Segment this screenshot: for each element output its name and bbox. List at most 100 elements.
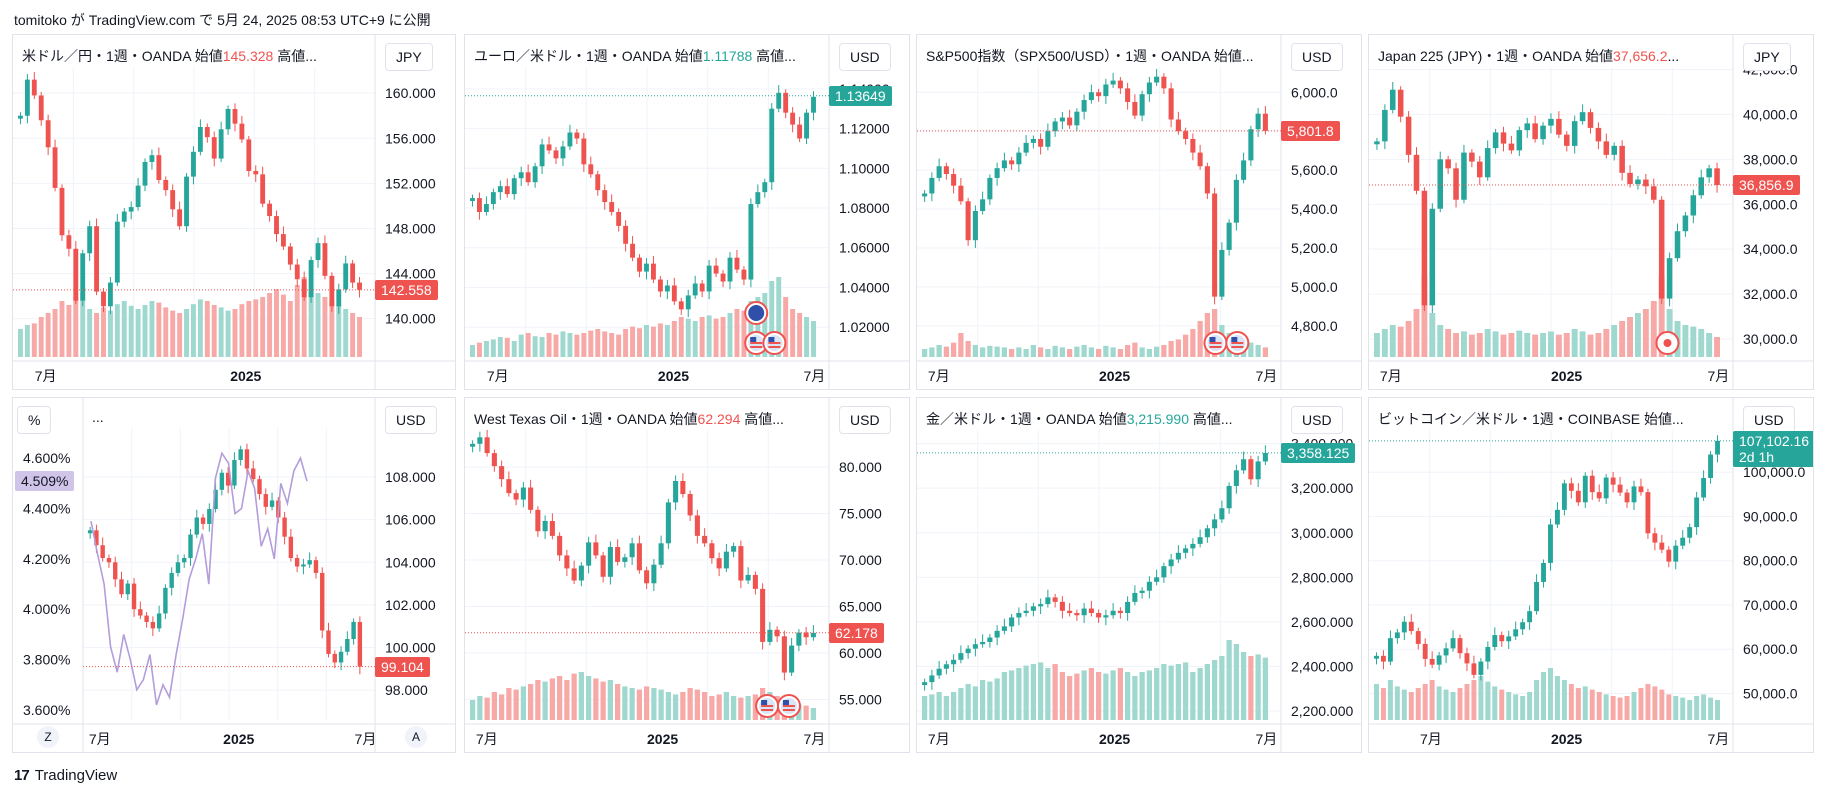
zoom-button[interactable]: Z bbox=[37, 726, 59, 748]
volume-bar bbox=[1389, 325, 1396, 357]
candle-body bbox=[1461, 152, 1467, 200]
currency-selector[interactable]: USD bbox=[839, 43, 891, 71]
candle-body bbox=[731, 546, 737, 552]
chart-svg: 42,000.040,000.038,000.036,000.034,000.0… bbox=[1369, 35, 1813, 389]
volume-bar bbox=[1030, 664, 1036, 720]
volume-bar bbox=[1401, 689, 1407, 720]
us-event-icon[interactable] bbox=[755, 694, 780, 718]
panel-title[interactable]: ユーロ／米ドル・1週・OANDA 始値1.11788 高値... bbox=[471, 45, 799, 67]
candle-body bbox=[1052, 121, 1058, 132]
y-tick-label: 1.04000 bbox=[839, 279, 890, 295]
us-event-icon[interactable] bbox=[744, 331, 769, 355]
volume-bar bbox=[1096, 672, 1102, 720]
volume-bar bbox=[1154, 668, 1160, 720]
volume-bar bbox=[308, 289, 314, 357]
candle-body bbox=[280, 234, 286, 247]
currency-selector[interactable]: JPY bbox=[385, 43, 433, 71]
panel-title[interactable]: West Texas Oil・1週・OANDA 始値62.294 高値... bbox=[471, 408, 787, 430]
candle-body bbox=[951, 174, 957, 186]
volume-bar bbox=[142, 305, 148, 357]
volume-bar bbox=[1161, 664, 1167, 720]
volume-bar bbox=[1204, 664, 1210, 720]
auto-scale-button[interactable]: A bbox=[405, 726, 427, 748]
chart-panel-2[interactable]: 1.140001.120001.100001.080001.060001.040… bbox=[464, 34, 910, 390]
chart-panel-8[interactable]: 100,000.0 90,000.0 80,000.0 70,000.0 60,000.… bbox=[1368, 397, 1814, 753]
candle-body bbox=[301, 564, 306, 567]
volume-bar bbox=[1088, 668, 1094, 720]
volume-bar bbox=[658, 689, 664, 720]
volume-bar bbox=[329, 301, 335, 357]
jp-event-icon[interactable] bbox=[1655, 331, 1680, 355]
volume-bar bbox=[1146, 670, 1152, 720]
chart-panel-5[interactable]: 108.000 106.000 104.000 102.000 100.000 98.00… bbox=[12, 397, 456, 753]
chart-panel-3[interactable]: 6,000.05,800.05,600.05,400.05,200.05,000… bbox=[916, 34, 1362, 390]
eu-event-icon[interactable] bbox=[744, 301, 769, 325]
chart-panel-1[interactable]: 160.000 156.000 152.000 148.000 144.000 140.0… bbox=[12, 34, 456, 390]
chart-panel-6[interactable]: 80.000 75.000 70.000 65.000 60.000 55.000 7月 20… bbox=[464, 397, 910, 753]
volume-bar bbox=[1190, 329, 1196, 357]
volume-bar bbox=[665, 692, 671, 720]
volume-bar bbox=[567, 333, 573, 357]
chart-panel-4[interactable]: 42,000.040,000.038,000.036,000.034,000.0… bbox=[1368, 34, 1814, 390]
currency-selector[interactable]: USD bbox=[1743, 406, 1795, 434]
left-unit-selector[interactable]: % bbox=[17, 406, 52, 434]
candle-body bbox=[1016, 152, 1022, 165]
volume-bar bbox=[1394, 686, 1400, 720]
currency-selector[interactable]: USD bbox=[1291, 406, 1343, 434]
panel-title[interactable]: 米ドル／円・1週・OANDA 始値145.328 高値... bbox=[19, 45, 320, 67]
volume-bar bbox=[1197, 668, 1203, 720]
volume-bar bbox=[1139, 347, 1145, 357]
candle-body bbox=[1682, 215, 1689, 232]
volume-bar bbox=[1508, 333, 1515, 357]
candle-body bbox=[1484, 148, 1491, 178]
volume-bar bbox=[1645, 684, 1651, 720]
candle-body bbox=[1568, 483, 1574, 491]
candle-body bbox=[1422, 643, 1428, 659]
us-event-icon[interactable] bbox=[1225, 331, 1250, 355]
panel-title[interactable]: ビットコイン／米ドル・1週・COINBASE 始値... bbox=[1375, 408, 1687, 430]
panel-title[interactable]: Japan 225 (JPY)・1週・OANDA 始値37,656.2... bbox=[1375, 45, 1683, 67]
candle-body bbox=[734, 257, 740, 270]
candle-body bbox=[1117, 610, 1123, 614]
x-tick-label: 2025 bbox=[223, 731, 254, 747]
candle-body bbox=[1596, 492, 1602, 499]
volume-bar bbox=[294, 285, 300, 357]
us-event-icon[interactable] bbox=[776, 694, 801, 718]
y-tick-label: 3,000.000 bbox=[1291, 525, 1353, 541]
volume-bar bbox=[513, 689, 519, 720]
volume-bar bbox=[1139, 672, 1145, 720]
candle-body bbox=[1001, 626, 1007, 631]
last-price-badge: 1.13649 bbox=[829, 85, 892, 106]
volume-bar bbox=[1226, 640, 1232, 720]
candle-body bbox=[149, 155, 155, 162]
candle-body bbox=[332, 653, 337, 663]
candle-body bbox=[232, 108, 238, 124]
candle-body bbox=[980, 199, 986, 211]
currency-selector[interactable]: USD bbox=[839, 406, 891, 434]
candle-body bbox=[213, 489, 218, 509]
candle-body bbox=[542, 520, 548, 532]
candle-body bbox=[1516, 130, 1523, 151]
volume-bar bbox=[1117, 349, 1123, 357]
candle-body bbox=[1038, 604, 1044, 607]
currency-selector[interactable]: JPY bbox=[1743, 43, 1791, 71]
volume-bar bbox=[1096, 349, 1102, 357]
us-event-icon[interactable] bbox=[1203, 331, 1228, 355]
volume-bar bbox=[357, 317, 362, 357]
volume-bar bbox=[680, 692, 686, 720]
panel-title[interactable]: 金／米ドル・1週・OANDA 始値3,215.990 高値... bbox=[923, 408, 1236, 430]
candle-body bbox=[218, 129, 224, 159]
candle-body bbox=[1469, 152, 1475, 162]
volume-bar bbox=[607, 680, 613, 720]
y-tick-label: 160.000 bbox=[385, 85, 436, 101]
panel-title[interactable]: ... bbox=[89, 408, 107, 426]
currency-selector[interactable]: USD bbox=[1291, 43, 1343, 71]
volume-bar bbox=[1642, 309, 1649, 357]
panel-title[interactable]: S&P500指数（SPX500/USD）・1週・OANDA 始値... bbox=[923, 45, 1257, 67]
candle-body bbox=[1457, 638, 1463, 654]
chart-panel-7[interactable]: 3,400.0003,200.0003,000.0002,800.0002,60… bbox=[916, 397, 1362, 753]
volume-bar bbox=[149, 301, 155, 357]
currency-selector[interactable]: USD bbox=[385, 406, 437, 434]
tradingview-footer[interactable]: 17 TradingView bbox=[14, 767, 117, 784]
us-event-icon[interactable] bbox=[762, 331, 787, 355]
